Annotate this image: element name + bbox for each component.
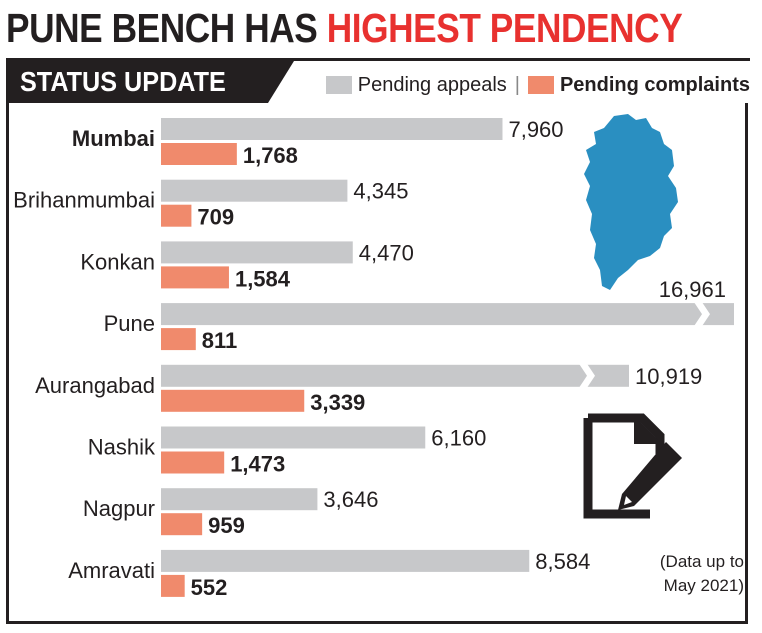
complaints-bar — [161, 574, 185, 597]
category-label: Brihanmumbai — [13, 188, 155, 213]
complaints-bar — [161, 204, 192, 227]
appeals-value-label: 3,646 — [323, 487, 378, 512]
legend-separator: | — [514, 73, 520, 96]
legend-swatch-appeals — [325, 76, 352, 94]
category-label: Nashik — [88, 435, 156, 460]
appeals-bar — [161, 549, 530, 572]
appeals-value-label: 16,961 — [659, 277, 726, 302]
complaints-value-label: 1,473 — [230, 452, 285, 477]
headline-part1: PUNE BENCH HAS — [6, 5, 327, 51]
section-tab-label: STATUS UPDATE — [20, 66, 226, 97]
category-label: Pune — [104, 311, 155, 336]
appeals-bar — [161, 488, 318, 511]
complaints-value-label: 552 — [191, 575, 228, 600]
complaints-value-label: 959 — [208, 513, 245, 538]
category-label: Aurangabad — [35, 373, 155, 398]
headline: PUNE BENCH HAS HIGHEST PENDENCY — [6, 4, 683, 52]
appeals-value-label: 4,345 — [353, 179, 408, 204]
document-pen-icon — [583, 413, 682, 519]
complaints-bar — [161, 513, 203, 536]
legend-label-complaints: Pending complaints — [559, 73, 750, 96]
complaints-value-label: 3,339 — [310, 390, 365, 415]
data-note-line1: (Data up to — [659, 552, 744, 571]
complaints-value-label: 1,584 — [235, 266, 291, 291]
category-label: Amravati — [68, 558, 155, 583]
complaints-bar — [161, 451, 225, 474]
appeals-bar — [161, 179, 348, 202]
appeals-value-label: 8,584 — [535, 549, 590, 574]
top-rule — [6, 58, 750, 61]
maharashtra-map-icon — [584, 114, 678, 290]
appeals-bar — [161, 364, 629, 387]
category-label: Konkan — [80, 249, 155, 274]
chart-panel — [6, 103, 748, 624]
appeals-bar — [161, 241, 353, 264]
axis-break-mark — [694, 302, 710, 327]
legend-label-appeals: Pending appeals — [357, 73, 507, 96]
appeals-bar — [161, 303, 734, 326]
data-note: (Data up to May 2021) — [644, 550, 744, 598]
complaints-bar — [161, 266, 229, 289]
legend: Pending appeals | Pending complaints — [325, 72, 750, 98]
headline-part2: HIGHEST PENDENCY — [326, 5, 683, 51]
complaints-bar — [161, 389, 305, 412]
complaints-value-label: 811 — [202, 328, 238, 353]
axis-break-mark — [579, 363, 595, 388]
appeals-bar — [161, 426, 426, 449]
appeals-value-label: 4,470 — [359, 240, 414, 265]
appeals-value-label: 7,960 — [508, 117, 563, 142]
complaints-bar — [161, 143, 237, 165]
appeals-value-label: 6,160 — [431, 426, 486, 451]
legend-swatch-complaints — [527, 76, 554, 94]
appeals-value-label: 10,919 — [635, 364, 702, 389]
appeals-bar — [161, 118, 503, 140]
category-label: Mumbai — [72, 126, 155, 151]
data-note-line2: May 2021) — [663, 576, 744, 595]
complaints-value-label: 709 — [197, 205, 234, 230]
section-tab: STATUS UPDATE — [6, 61, 294, 103]
complaints-value-label: 1,768 — [243, 143, 298, 168]
category-label: Nagpur — [83, 496, 155, 521]
complaints-bar — [161, 328, 196, 351]
